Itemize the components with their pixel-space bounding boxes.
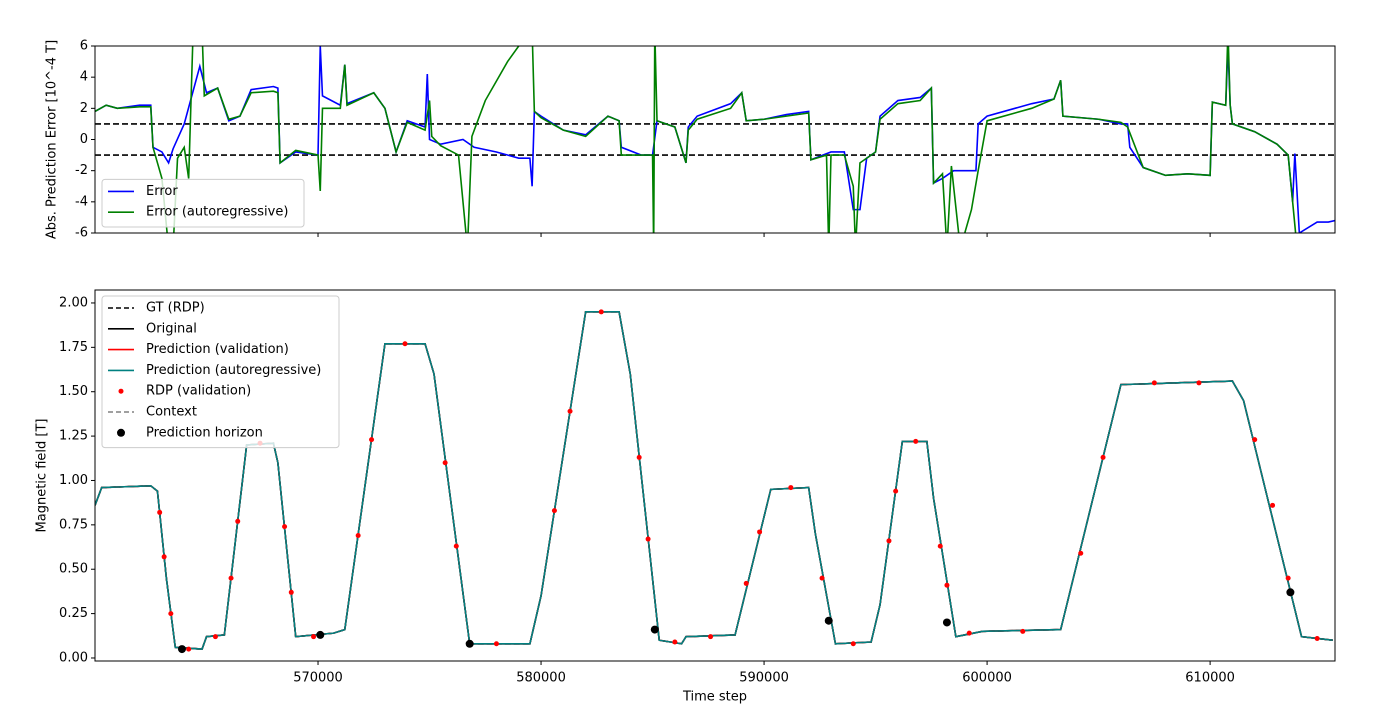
legend-label: Error (autoregressive) [146, 205, 288, 220]
point [1078, 550, 1084, 556]
point [1151, 380, 1157, 386]
point [645, 536, 651, 542]
legend-label: GT (RDP) [146, 301, 205, 316]
y-axis-label: Magnetic field [T] [35, 419, 50, 533]
axes: -6 -4 -2 0 2 4 6 Abs. Prediction Error [10^-4 T… [45, 39, 1336, 241]
legend-marker [117, 428, 125, 437]
x-tick-label: 610000 [1185, 671, 1235, 686]
y-tick-label: 2.00 [59, 295, 88, 310]
y-tick-label: 1.25 [59, 429, 88, 444]
point [228, 575, 234, 581]
point [1314, 635, 1320, 641]
legend-label: Prediction horizon [146, 425, 263, 440]
point [442, 460, 448, 466]
point [282, 524, 288, 530]
axes: 570000 580000 590000 600000 610000 0.00 0.25 0.… [35, 289, 1336, 705]
point [824, 616, 833, 625]
y-tick-label: -4 [75, 194, 88, 209]
legend-label: Prediction (validation) [146, 342, 289, 357]
legend-box [101, 178, 305, 228]
y-tick-label: 0.25 [59, 606, 88, 621]
x-tick-label: 580000 [516, 671, 566, 686]
point [1285, 575, 1291, 581]
point [893, 488, 899, 494]
point [157, 509, 163, 515]
x-tick-label: 570000 [293, 671, 343, 686]
x-tick-label: 600000 [962, 671, 1012, 686]
axes-frame [94, 289, 1336, 662]
series-line [95, 311, 1333, 650]
y-tick-label: 1.75 [59, 340, 88, 355]
point [493, 641, 499, 647]
point [966, 630, 972, 636]
point [598, 309, 604, 315]
legend-label: RDP (validation) [146, 384, 251, 399]
point [311, 634, 317, 640]
point [168, 611, 174, 617]
point [369, 437, 375, 443]
plot-area [95, 309, 1333, 654]
point [288, 589, 294, 595]
point [650, 625, 659, 634]
point [212, 634, 218, 640]
legend-marker [118, 388, 124, 394]
point [942, 618, 951, 627]
y-tick-label: 6 [80, 39, 88, 54]
point [913, 438, 919, 444]
point [177, 645, 186, 654]
y-tick-label: 4 [80, 70, 88, 85]
y-tick-label: 1.50 [59, 384, 88, 399]
point [1100, 454, 1106, 460]
point [1286, 588, 1295, 597]
point [1020, 628, 1026, 634]
legend-label: Context [146, 405, 197, 420]
legend-label: Prediction (autoregressive) [146, 363, 321, 378]
point [316, 630, 325, 639]
point [567, 408, 573, 414]
y-tick-label: 0.75 [59, 517, 88, 532]
point [551, 508, 557, 514]
point [1252, 437, 1258, 443]
y-tick-label: 2 [80, 101, 88, 116]
point [788, 485, 794, 491]
x-tick-label: 590000 [739, 671, 789, 686]
legend-box [101, 295, 340, 449]
point [402, 341, 408, 347]
point [757, 529, 763, 535]
point [886, 538, 892, 544]
point [161, 554, 167, 560]
point [235, 518, 241, 524]
point [355, 532, 361, 538]
point [465, 639, 474, 648]
legend-label: Original [146, 321, 197, 336]
point [636, 454, 642, 460]
x-axis-label: Time step [682, 690, 747, 705]
y-tick-label: -6 [75, 226, 88, 241]
point [850, 641, 856, 647]
point [743, 580, 749, 586]
point [1270, 502, 1276, 508]
plot-area [95, 46, 1335, 233]
y-tick-label: 0.00 [59, 650, 88, 665]
axes-frame [94, 45, 1336, 234]
point [1196, 380, 1202, 386]
y-tick-label: 0 [80, 132, 88, 147]
y-axis-label: Abs. Prediction Error [10^-4 T] [45, 40, 60, 239]
point [944, 582, 950, 588]
y-tick-label: 1.00 [59, 473, 88, 488]
series-line [95, 46, 1297, 233]
y-tick-label: -2 [75, 163, 88, 178]
point [453, 543, 459, 549]
point [186, 646, 192, 652]
point [819, 575, 825, 581]
point [708, 634, 714, 640]
point [672, 639, 678, 645]
legend-label: Error [146, 184, 178, 199]
point [937, 543, 943, 549]
y-tick-label: 0.50 [59, 562, 88, 577]
